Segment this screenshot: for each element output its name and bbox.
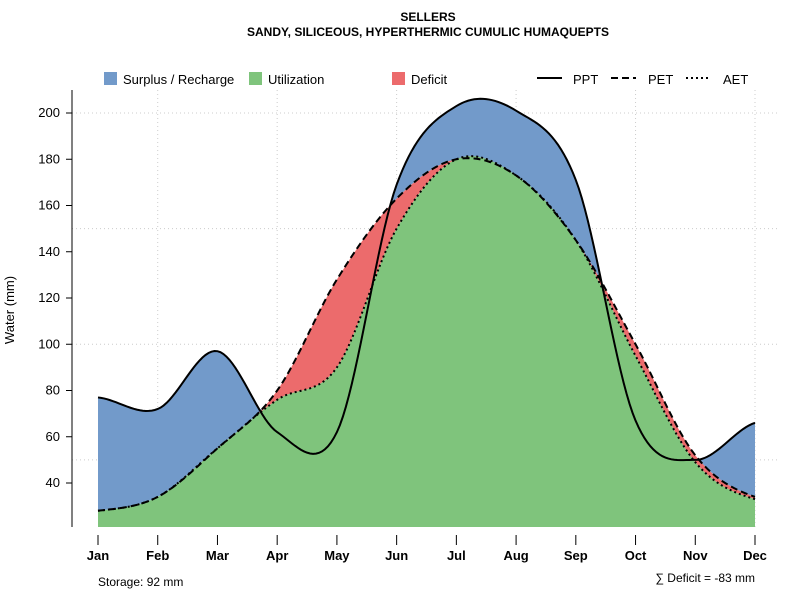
legend-label-pet: PET	[648, 72, 673, 87]
line-ppt	[97, 97, 756, 462]
x-tick-label: Aug	[503, 548, 528, 563]
x-tick-label: Sep	[564, 548, 588, 563]
y-tick-label: 40	[46, 475, 60, 490]
x-tick-label: Mar	[206, 548, 229, 563]
y-tick-label: 140	[38, 244, 60, 259]
y-tick-label: 80	[46, 383, 60, 398]
legend-label-utilization: Utilization	[268, 72, 324, 87]
deficit-annotation: ∑ Deficit = -83 mm	[655, 571, 755, 585]
y-tick-label: 200	[38, 105, 60, 120]
x-tick-label: Jun	[385, 548, 408, 563]
legend-swatch-surplus	[104, 72, 117, 85]
legend-swatch-deficit	[392, 72, 405, 85]
lines	[97, 97, 756, 512]
x-tick-label: Oct	[625, 548, 647, 563]
area-surplus-recharge	[98, 98, 755, 511]
y-tick-label: 100	[38, 336, 60, 351]
legend: Surplus / Recharge Utilization Deficit P…	[104, 72, 748, 87]
legend-label-aet: AET	[723, 72, 748, 87]
y-axis-label: Water (mm)	[2, 276, 17, 344]
axes: 40 60 80 100 120 140 160 180 200 Jan Feb Mar Apr May J…	[38, 90, 767, 563]
areas	[98, 98, 755, 527]
x-tick-label: Jan	[87, 548, 109, 563]
storage-annotation: Storage: 92 mm	[98, 575, 183, 589]
chart-subtitle: SANDY, SILICEOUS, HYPERTHERMIC CUMULIC H…	[247, 25, 609, 39]
x-tick-label: Feb	[146, 548, 169, 563]
legend-label-deficit: Deficit	[411, 72, 448, 87]
y-tick-label: 60	[46, 429, 60, 444]
y-tick-label: 180	[38, 151, 60, 166]
x-tick-label: Nov	[683, 548, 708, 563]
legend-label-surplus: Surplus / Recharge	[123, 72, 234, 87]
legend-label-ppt: PPT	[573, 72, 598, 87]
x-tick-label: Jul	[447, 548, 466, 563]
x-tick-label: Apr	[266, 548, 288, 563]
y-tick-label: 120	[38, 290, 60, 305]
x-tick-label: Dec	[743, 548, 767, 563]
x-tick-label: May	[324, 548, 350, 563]
legend-swatch-utilization	[249, 72, 262, 85]
line-aet	[97, 155, 756, 512]
y-tick-label: 160	[38, 198, 60, 213]
area-utilization	[98, 156, 755, 527]
chart-title: SELLERS	[400, 10, 455, 24]
